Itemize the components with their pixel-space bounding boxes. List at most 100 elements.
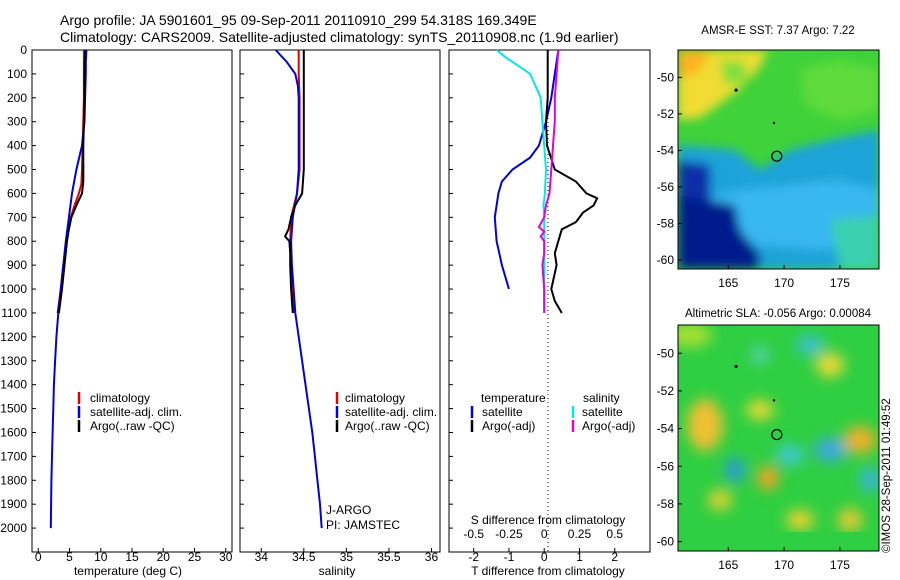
depth-tick-label: 600: [7, 186, 27, 200]
series-line: [544, 50, 599, 314]
sst-warm-patch: [678, 50, 710, 80]
map-y-tick-label: -58: [657, 497, 675, 511]
map-y-tick-label: -60: [657, 535, 675, 549]
series-line: [493, 49, 560, 290]
depth-tick-label: 400: [7, 139, 27, 153]
sla-map-frame: [677, 324, 880, 552]
temperature-series: [49, 49, 88, 529]
map-x-tick-label: 170: [774, 558, 794, 572]
sst-map-title: AMSR-E SST: 7.37 Argo: 7.22: [701, 25, 854, 37]
depth-tick-label: 1700: [0, 449, 27, 463]
x-tick-label: 2: [611, 550, 618, 564]
legend-header-salinity: salinity: [583, 391, 620, 405]
salinity-xlabel: salinity: [319, 564, 356, 578]
depth-tick-label: 1100: [1, 306, 27, 320]
sla-low-patch: [725, 458, 745, 482]
depth-tick-label: 1000: [0, 282, 27, 296]
sla-map-axes: 165 170 175 -50 -52 -54 -56 -58 -60: [657, 346, 851, 572]
legend-label-argo: Argo(..raw -QC): [345, 419, 430, 433]
temperature-xticks: 0 5 10 15 20 25 30: [35, 548, 233, 564]
x-tick-label: 5: [66, 550, 73, 564]
depth-tick-label: 1600: [0, 425, 27, 439]
sst-map-frame: [677, 49, 880, 270]
island-dot: [772, 121, 776, 125]
map-x-tick-label: 170: [774, 276, 794, 290]
difference-xticks: -2 -1 0 1 2: [468, 548, 618, 564]
x2-tick-label: 0.25: [568, 527, 592, 541]
sla-high-patch: [708, 490, 732, 510]
x-tick-label: 35: [340, 550, 354, 564]
map-y-tick-label: -56: [657, 459, 675, 473]
island-dot: [734, 88, 738, 92]
x-tick-label: 25: [188, 550, 202, 564]
sla-argo-marker: [734, 364, 783, 441]
difference-xlabel: T difference from climatology: [471, 564, 625, 578]
sst-map: [678, 50, 879, 269]
argo-position-circle: [771, 150, 783, 162]
x-tick-label: 30: [219, 550, 233, 564]
depth-tick-label: 500: [7, 163, 27, 177]
sst-map-axes: 165 170 175 -50 -52 -54 -56 -58 -60: [657, 70, 851, 290]
sst-mild-patch: [800, 60, 879, 120]
depth-tick-label: 700: [7, 210, 27, 224]
x2-tick-label: 0.5: [606, 527, 623, 541]
depth-tick-label: 1500: [0, 402, 27, 416]
series-line: [57, 49, 87, 314]
sla-map-field: [678, 325, 879, 532]
x-tick-label: -1: [504, 550, 515, 564]
depth-tick-label: 1200: [0, 330, 27, 344]
temperature-xlabel: temperature (deg C): [74, 564, 182, 578]
depth-tick-label: 300: [7, 115, 27, 129]
sla-high-patch: [758, 466, 778, 490]
difference-legend: temperature salinity satellite Argo(-adj…: [470, 391, 635, 433]
principal-investigator-annotation: PI: JAMSTEC: [326, 518, 400, 532]
difference-series: [493, 49, 599, 314]
island-dot: [772, 399, 776, 402]
sla-high-patch: [746, 400, 774, 420]
depth-axis: 0 100 200 300 400 500 600 700 800 900 1000 1100 1200…: [0, 43, 453, 535]
sla-low-patch: [776, 445, 804, 465]
depth-tick-label: 100: [7, 67, 27, 81]
series-line: [283, 50, 305, 314]
figure-title-line1: Argo profile: JA 5901601_95 09-Sep-2011 …: [60, 12, 537, 28]
map-y-tick-label: -54: [657, 143, 675, 157]
depth-tick-label: 1300: [0, 354, 27, 368]
sla-low-patch: [796, 335, 824, 355]
series-line: [274, 49, 323, 529]
map-y-tick-label: -60: [657, 253, 675, 267]
map-x-tick-label: 165: [718, 558, 738, 572]
legend-label-sal-satellite: satellite: [582, 405, 623, 419]
map-y-tick-label: -54: [657, 422, 675, 436]
island-dot: [734, 364, 738, 369]
map-x-tick-label: 175: [830, 558, 850, 572]
sla-low-patch: [860, 468, 879, 492]
series-line: [49, 49, 88, 529]
legend-label-climatology: climatology: [345, 391, 405, 405]
depth-tick-label: 1800: [0, 473, 27, 487]
sla-low-patch: [814, 438, 846, 462]
x-tick-label: 0: [541, 550, 548, 564]
x-tick-label: 1: [576, 550, 583, 564]
sst-cold-patch: [678, 195, 760, 269]
sla-high-patch: [838, 508, 862, 532]
argo-position-circle: [771, 428, 783, 441]
sst-map-field: [678, 50, 879, 269]
depth-tick-label: 2000: [0, 521, 27, 535]
salinity-xticks: 34 34.5 35 35.5 36: [255, 548, 439, 564]
sst-mild-patch: [830, 215, 879, 269]
map-y-tick-label: -50: [657, 70, 675, 84]
legend-label-argo: Argo(..raw -QC): [90, 419, 175, 433]
legend-header-temperature: temperature: [481, 391, 546, 405]
x2-tick-label: 0: [541, 527, 548, 541]
figure-title-line2: Climatology: CARS2009. Satellite-adjuste…: [60, 29, 618, 45]
sla-high-patch: [816, 353, 844, 377]
sla-high-patch: [786, 510, 814, 530]
sla-high-patch: [678, 325, 712, 347]
x-tick-label: 36: [425, 550, 439, 564]
sst-mild-patch: [720, 60, 748, 85]
legend-label-satellite: satellite-adj. clim.: [90, 405, 182, 419]
map-x-tick-label: 165: [718, 276, 738, 290]
difference-secondary-xticks: -0.5 -0.25 0 0.25 0.5: [463, 527, 623, 541]
float-program-annotation: J-ARGO: [326, 503, 371, 517]
depth-tick-label: 200: [7, 91, 27, 105]
